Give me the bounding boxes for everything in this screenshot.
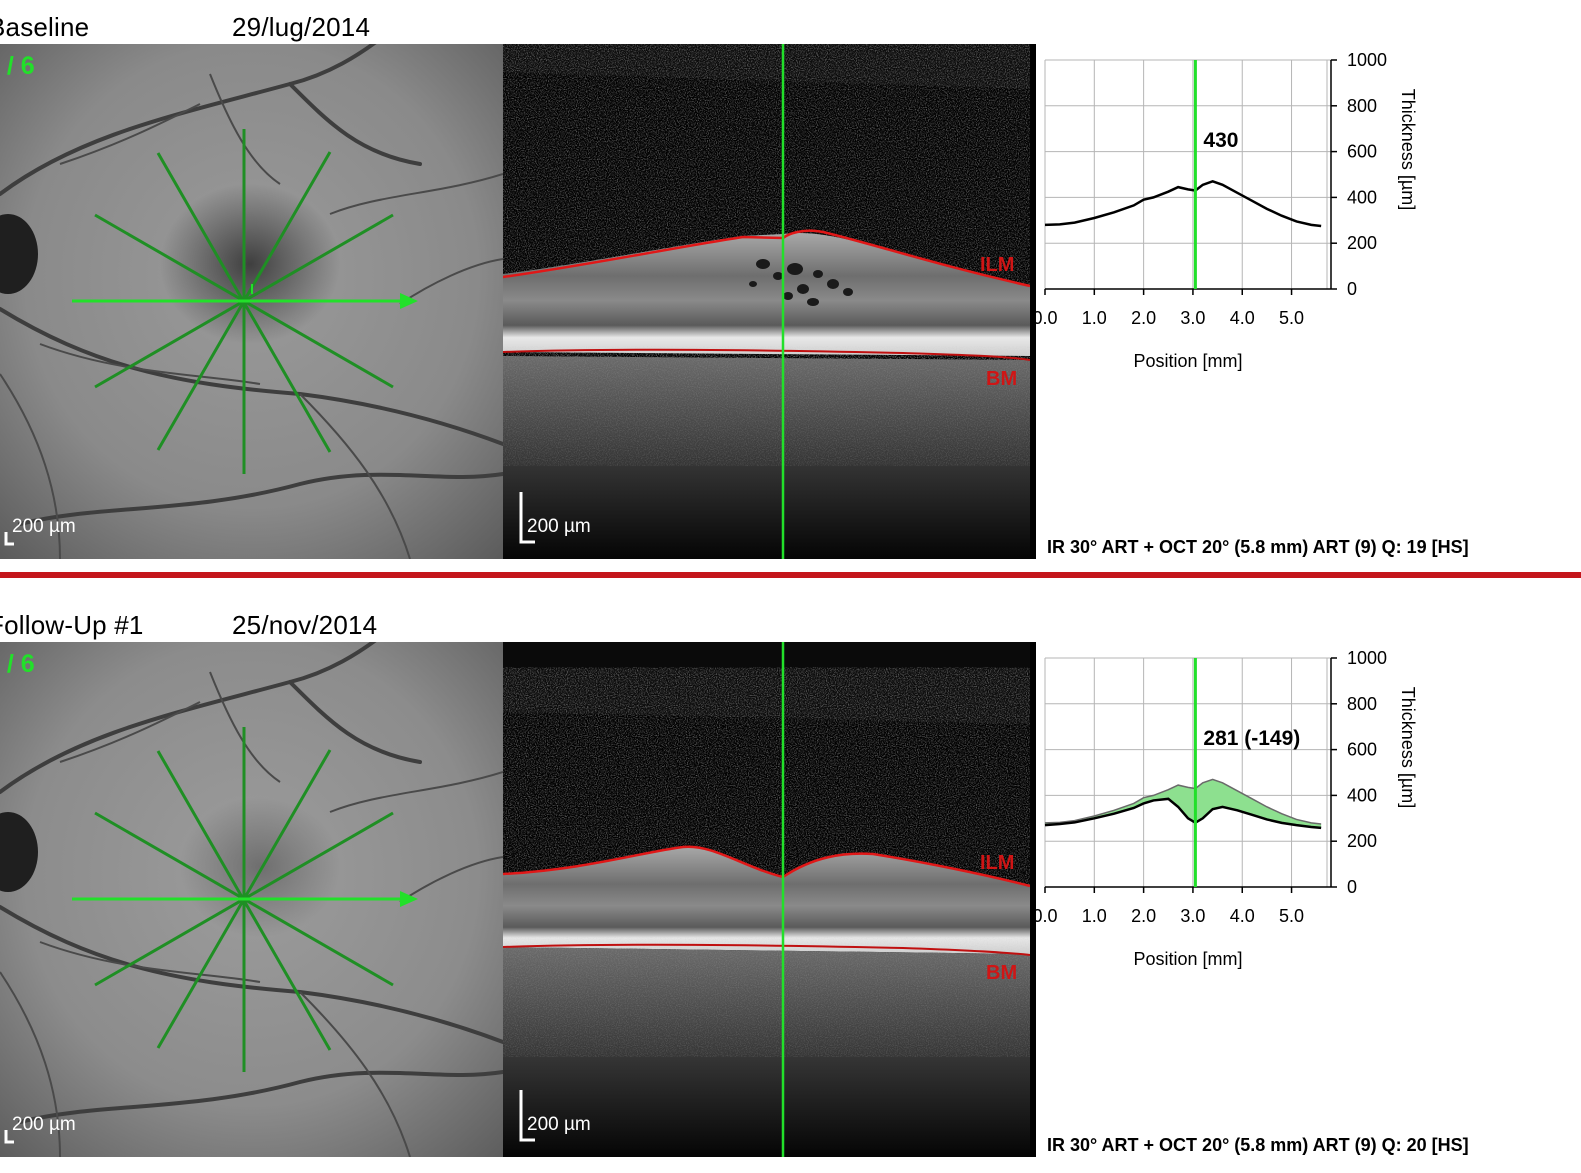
- y-tick-label: 800: [1347, 694, 1377, 714]
- x-tick-label: 4.0: [1230, 308, 1255, 328]
- bscan-scale-label: 200 µm: [527, 1114, 591, 1135]
- y-tick-label: 400: [1347, 785, 1377, 805]
- thickness-chart: 0 200 400 600 800 1000 0.0 1.0 2.0 3.0 4.0 5.0 Posit…: [1032, 642, 1581, 1157]
- y-tick-label: 800: [1347, 96, 1377, 116]
- fundus-image[interactable]: 4 / 6 200 µm: [0, 642, 503, 1157]
- fundus-scale-label: 200 µm: [12, 1114, 76, 1135]
- scan-counter: 4 / 6: [0, 650, 35, 678]
- fundus-image[interactable]: 4 / 6 200 µm: [0, 44, 503, 559]
- y-tick-label: 600: [1347, 142, 1377, 162]
- oct-bscan[interactable]: ILM BM 200 µm: [503, 642, 1036, 1157]
- x-tick-label: 5.0: [1279, 308, 1304, 328]
- oct-bscan[interactable]: ILM BM 200 µm: [503, 44, 1036, 559]
- scan-counter: 4 / 6: [0, 52, 35, 80]
- x-tick-label: 3.0: [1180, 906, 1205, 926]
- y-axis-label: Thickness [µm]: [1398, 89, 1418, 210]
- x-tick-label: 2.0: [1131, 906, 1156, 926]
- x-tick-label: 0.0: [1036, 308, 1058, 328]
- y-tick-label: 200: [1347, 831, 1377, 851]
- y-tick-label: 400: [1347, 187, 1377, 207]
- y-tick-label: 0: [1347, 877, 1357, 897]
- bm-label: BM: [986, 962, 1018, 984]
- y-tick-label: 1000: [1347, 648, 1387, 668]
- y-tick-label: 600: [1347, 740, 1377, 760]
- visit-title: Follow-Up #1: [0, 610, 144, 640]
- acquisition-info: IR 30° ART + OCT 20° (5.8 mm) ART (9) Q:…: [1047, 537, 1469, 557]
- x-tick-label: 1.0: [1082, 906, 1107, 926]
- x-axis-label: Position [mm]: [1133, 351, 1242, 371]
- y-tick-label: 200: [1347, 233, 1377, 253]
- x-tick-label: 1.0: [1082, 308, 1107, 328]
- x-tick-label: 0.0: [1036, 906, 1058, 926]
- x-tick-label: 5.0: [1279, 906, 1304, 926]
- thickness-line: [1044, 180, 1322, 228]
- visit-date: 25/nov/2014: [232, 610, 378, 640]
- panel-separator: [0, 572, 1581, 578]
- x-tick-label: 4.0: [1230, 906, 1255, 926]
- ilm-label: ILM: [980, 254, 1015, 276]
- y-tick-label: 1000: [1347, 50, 1387, 70]
- baseline-panel: Baseline 29/lug/2014: [0, 0, 1581, 575]
- visit-title: Baseline: [0, 12, 90, 42]
- y-axis-label: Thickness [µm]: [1398, 687, 1418, 808]
- thickness-value-label: 281 (-149): [1203, 727, 1300, 750]
- thickness-value-label: 430: [1203, 129, 1238, 152]
- visit-date: 29/lug/2014: [232, 12, 371, 42]
- ilm-label: ILM: [980, 852, 1015, 874]
- fundus-scale-label: 200 µm: [12, 516, 76, 537]
- followup-thickness-line: [1044, 797, 1322, 830]
- bm-label: BM: [986, 368, 1018, 390]
- acquisition-info: IR 30° ART + OCT 20° (5.8 mm) ART (9) Q:…: [1047, 1135, 1469, 1155]
- followup-panel: Follow-Up #1 25/nov/2014: [0, 598, 1581, 1173]
- bscan-scale-label: 200 µm: [527, 516, 591, 537]
- x-tick-label: 3.0: [1180, 308, 1205, 328]
- thickness-chart: 0 200 400 600 800 1000 0.0 1.0 2.0 3.0 4.0 5.0 Posit…: [1032, 44, 1581, 559]
- y-tick-label: 0: [1347, 279, 1357, 299]
- x-tick-label: 2.0: [1131, 308, 1156, 328]
- thickness-difference-area: [1045, 779, 1322, 828]
- x-axis-label: Position [mm]: [1133, 949, 1242, 969]
- baseline-thickness-line: [1044, 778, 1322, 825]
